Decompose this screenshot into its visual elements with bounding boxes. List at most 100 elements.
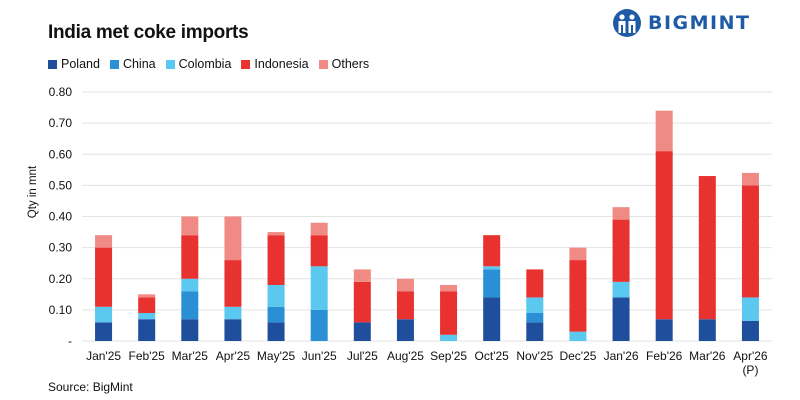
y-tick-label: 0.80 xyxy=(49,85,73,99)
bar-segment-indonesia xyxy=(483,235,501,267)
bar-segment-indonesia xyxy=(310,235,328,267)
bar-segment-poland xyxy=(655,319,673,341)
bar-segment-indonesia xyxy=(526,269,544,298)
bar-segment-indonesia xyxy=(741,185,759,298)
legend-label: Colombia xyxy=(178,57,232,71)
bar-segment-china xyxy=(267,306,285,323)
bar-segment-poland xyxy=(224,319,242,341)
legend-swatch xyxy=(241,59,251,69)
bar-segment-others xyxy=(440,284,458,292)
legend-item-colombia: Colombia xyxy=(165,57,232,71)
x-tick-label: Jan'25 xyxy=(86,349,121,363)
y-tick-label: - xyxy=(68,334,72,348)
bar-segment-poland xyxy=(612,297,630,341)
bar-segment-indonesia xyxy=(224,260,242,307)
bar-segment-others xyxy=(224,216,242,261)
bar-segment-china xyxy=(483,269,501,298)
bar-segment-indonesia xyxy=(655,151,673,320)
legend-swatch xyxy=(318,59,328,69)
bar-segment-colombia xyxy=(526,297,544,313)
bar-segment-indonesia xyxy=(95,247,113,307)
bar-segment-colombia xyxy=(267,284,285,307)
bar-segment-indonesia xyxy=(569,260,587,332)
brand-logo: BIGMINT xyxy=(612,8,751,38)
legend-label: Others xyxy=(331,57,370,71)
bar-segment-indonesia xyxy=(698,176,716,320)
bar-segment-colombia xyxy=(440,334,458,341)
legend-item-indonesia: Indonesia xyxy=(241,57,309,71)
bar-segment-colombia xyxy=(224,306,242,320)
bar-segment-poland xyxy=(396,319,414,341)
bar-segment-colombia xyxy=(310,266,328,310)
y-tick-label: 0.20 xyxy=(49,272,73,286)
x-tick-label: Feb'26 xyxy=(646,349,683,363)
legend-swatch xyxy=(48,59,57,69)
bar-segment-china xyxy=(526,312,544,323)
x-tick-label: Jun'25 xyxy=(302,349,337,363)
bar-segment-others xyxy=(353,269,371,282)
bar-segment-colombia xyxy=(95,306,113,323)
legend-swatch xyxy=(109,59,119,69)
x-tick-label: Nov'25 xyxy=(516,349,553,363)
bar-segment-colombia xyxy=(741,297,759,321)
bar-segment-poland xyxy=(267,322,285,341)
y-axis-label: Qty in mnt xyxy=(27,165,39,218)
bar-segment-colombia xyxy=(612,281,630,298)
bar-segment-others xyxy=(612,207,630,220)
bar-segment-poland xyxy=(95,322,113,341)
chart-title: India met coke imports xyxy=(48,22,249,43)
bar-segment-indonesia xyxy=(267,235,285,285)
x-tick-label: Mar'25 xyxy=(172,349,209,363)
y-tick-label: 0.40 xyxy=(49,210,73,224)
legend-item-others: Others xyxy=(318,57,370,71)
y-tick-label: 0.30 xyxy=(49,241,73,255)
x-tick-label: Aug'25 xyxy=(387,349,424,363)
bar-segment-others xyxy=(396,278,414,292)
bar-segment-china xyxy=(181,291,199,320)
x-tick-label: Feb'25 xyxy=(129,349,166,363)
legend-label: Poland xyxy=(61,57,100,71)
legend-label: China xyxy=(122,57,156,71)
legend-swatch xyxy=(165,59,175,69)
bar-segment-others xyxy=(138,294,156,298)
bar-segment-indonesia xyxy=(181,235,199,279)
source-note: Source: BigMint xyxy=(48,380,133,394)
bar-segment-indonesia xyxy=(440,291,458,335)
chart-legend: Poland China Colombia Indonesia Others xyxy=(48,57,369,71)
y-tick-label: 0.70 xyxy=(49,116,73,130)
bar-segment-poland xyxy=(698,319,716,341)
bar-segment-poland xyxy=(181,319,199,341)
x-tick-label: Oct'25 xyxy=(475,349,510,363)
bar-segment-others xyxy=(95,235,113,248)
bar-segment-indonesia xyxy=(612,219,630,282)
bar-segment-poland xyxy=(483,297,501,341)
brand-name: BIGMINT xyxy=(648,12,751,34)
bar-segment-poland xyxy=(741,320,759,341)
legend-item-china: China xyxy=(109,57,156,71)
y-tick-label: 0.50 xyxy=(49,178,73,192)
bar-segment-china xyxy=(310,309,328,341)
y-tick-label: 0.60 xyxy=(49,147,73,161)
bar-segment-colombia xyxy=(138,312,156,320)
x-tick-label: Sep'25 xyxy=(430,349,467,363)
bar-segment-poland xyxy=(353,322,371,341)
bar-segment-poland xyxy=(138,319,156,341)
x-tick-label: Apr'25 xyxy=(216,349,251,363)
bar-segment-colombia xyxy=(181,278,199,292)
y-tick-label: 0.10 xyxy=(49,303,73,317)
bar-segment-indonesia xyxy=(396,291,414,320)
bigmint-logo-icon xyxy=(613,9,641,37)
x-tick-label: Mar'26 xyxy=(689,349,726,363)
legend-item-poland: Poland xyxy=(48,57,100,71)
bar-segment-poland xyxy=(526,322,544,341)
x-tick-label: Jul'25 xyxy=(347,349,378,363)
bar-segment-indonesia xyxy=(138,297,156,313)
x-tick-sublabel: (P) xyxy=(742,363,758,377)
x-tick-label: Dec'25 xyxy=(559,349,596,363)
bar-segment-colombia xyxy=(483,266,501,270)
legend-label: Indonesia xyxy=(254,57,309,71)
x-tick-label: May'25 xyxy=(257,349,296,363)
bar-segment-colombia xyxy=(569,331,587,341)
bar-segment-others xyxy=(741,172,759,186)
